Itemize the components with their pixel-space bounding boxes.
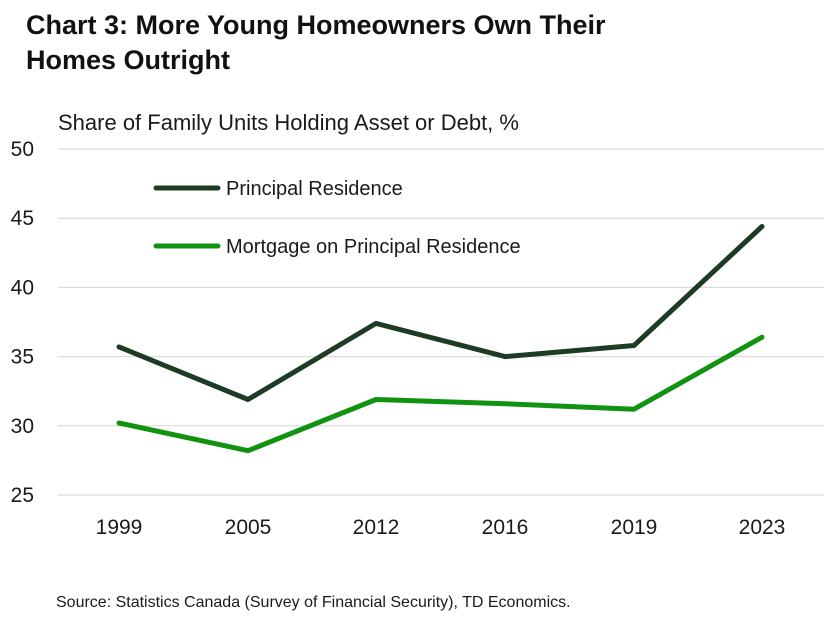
y-tick-label: 45 — [11, 207, 34, 230]
x-tick-label: 2016 — [482, 516, 529, 539]
y-axis-ticks: 25 30 35 40 45 50 — [11, 138, 34, 507]
x-tick-label: 2012 — [353, 516, 400, 539]
legend-label: Principal Residence — [226, 178, 403, 200]
x-tick-label: 1999 — [96, 516, 143, 539]
y-tick-label: 40 — [11, 276, 34, 299]
y-axis-label: Share of Family Units Holding Asset or D… — [58, 110, 519, 135]
x-tick-label: 2005 — [225, 516, 272, 539]
source-note: Source: Statistics Canada (Survey of Fin… — [56, 594, 571, 611]
y-tick-label: 25 — [11, 484, 34, 507]
chart-title: Chart 3: More Young Homeowners Own Their… — [26, 8, 806, 78]
series-line-principal-residence — [116, 224, 765, 402]
legend: Principal Residence Mortgage on Principal… — [153, 178, 521, 258]
chart-title-line-2: Homes Outright — [26, 45, 231, 75]
legend-label: Mortgage on Principal Residence — [226, 236, 521, 258]
y-tick-label: 30 — [11, 415, 34, 438]
y-tick-label: 50 — [11, 138, 34, 161]
chart-title-line-1: Chart 3: More Young Homeowners Own Their — [26, 10, 606, 40]
series-lines — [116, 224, 765, 454]
x-tick-label: 2019 — [611, 516, 658, 539]
x-axis-ticks: 1999 2005 2012 2016 2019 2023 — [96, 516, 786, 539]
series-line-mortgage — [116, 334, 765, 454]
x-tick-label: 2023 — [739, 516, 786, 539]
y-tick-label: 35 — [11, 346, 34, 369]
gridlines — [58, 148, 824, 496]
